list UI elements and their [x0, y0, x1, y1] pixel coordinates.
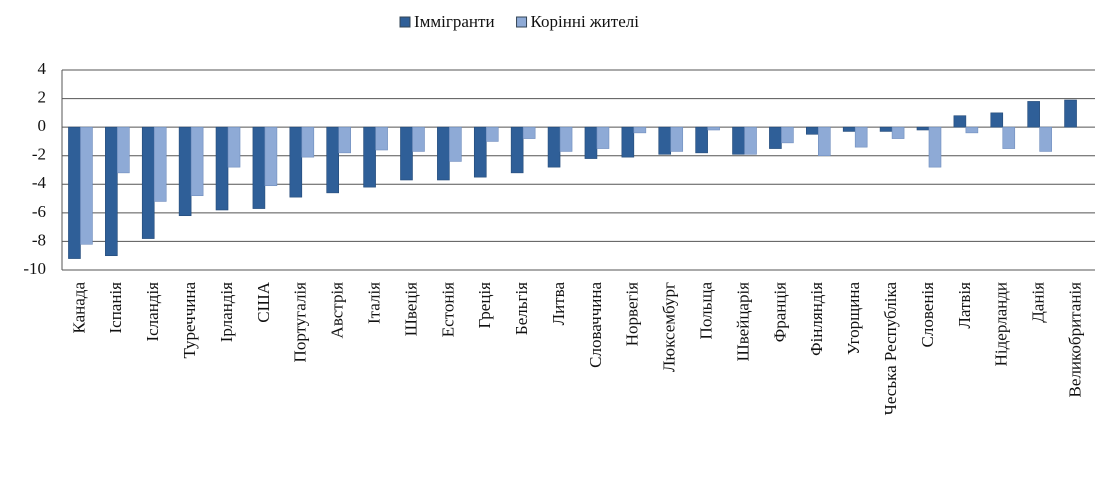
bar	[744, 126, 757, 155]
bar	[1027, 101, 1040, 128]
bar	[227, 126, 241, 168]
bar	[916, 126, 930, 131]
bar	[633, 126, 647, 134]
bar	[1002, 126, 1016, 149]
x-tick-label: Польща	[697, 282, 716, 340]
x-tick-label: Словенія	[918, 282, 937, 348]
x-tick-label: Литва	[549, 282, 568, 326]
bar	[449, 126, 462, 162]
x-tick-label: Фінляндія	[807, 282, 826, 356]
bar	[485, 126, 499, 142]
bar	[338, 126, 351, 154]
bar	[879, 126, 893, 132]
bar	[522, 126, 536, 139]
bar	[1039, 126, 1052, 152]
x-tick-label: Чеська Республіка	[881, 282, 900, 416]
y-tick-label: -6	[32, 202, 46, 221]
bar	[695, 126, 708, 154]
bar	[781, 126, 794, 144]
bar	[215, 126, 229, 211]
x-tick-label: Ісландія	[143, 282, 162, 342]
x-tick-label: Нідерланди	[992, 282, 1011, 366]
x-tick-label: Ірландія	[217, 282, 236, 342]
x-tick-label: Швеція	[401, 282, 420, 336]
bar	[1064, 99, 1077, 128]
bar	[105, 126, 118, 257]
x-tick-label: Греція	[475, 282, 494, 329]
legend-label: Іммігранти	[414, 12, 495, 31]
bar	[891, 126, 905, 139]
bar	[621, 126, 635, 158]
bar	[732, 126, 745, 155]
y-tick-label: -4	[32, 173, 47, 192]
x-tick-label: Іспанія	[106, 282, 125, 334]
x-tick-label: Словаччина	[586, 282, 605, 368]
bar	[301, 126, 315, 158]
bar	[953, 115, 967, 128]
bar	[818, 126, 831, 157]
x-tick-label: Люксембург	[660, 282, 679, 372]
bar	[854, 126, 868, 148]
legend-swatch	[516, 16, 528, 28]
bar	[965, 126, 979, 134]
x-tick-label: Бельгія	[512, 282, 531, 335]
bar	[400, 126, 413, 181]
bar	[117, 126, 130, 174]
bar	[363, 126, 376, 188]
x-tick-label: Швейцарія	[733, 282, 752, 362]
x-tick-label: Туреччина	[180, 282, 199, 359]
bar	[707, 126, 720, 131]
bar	[80, 126, 93, 245]
legend-label: Корінні жителі	[531, 12, 640, 31]
x-tick-label: Норвегія	[623, 282, 642, 346]
bar	[141, 126, 155, 239]
y-tick-label: -2	[32, 145, 46, 164]
bar	[68, 126, 81, 259]
x-tick-label: Естонія	[438, 282, 457, 337]
bar	[510, 126, 524, 174]
bar	[842, 126, 856, 132]
y-tick-label: 2	[38, 87, 47, 106]
x-tick-label: Латвія	[955, 282, 974, 329]
bar	[412, 126, 425, 152]
bar	[326, 126, 339, 194]
bar	[769, 126, 782, 149]
bar	[990, 112, 1004, 128]
bar	[596, 126, 610, 149]
x-tick-label: Угорщина	[844, 282, 863, 355]
bar	[658, 126, 672, 155]
bar	[806, 126, 819, 135]
bar	[289, 126, 303, 198]
x-tick-label: Канада	[69, 282, 88, 334]
y-tick-label: -8	[32, 230, 46, 249]
bar	[584, 126, 598, 159]
legend-swatch	[399, 16, 411, 28]
bar	[252, 126, 266, 209]
x-tick-label: Португалія	[291, 282, 310, 363]
bar	[375, 126, 388, 151]
bar	[928, 126, 942, 168]
x-tick-label: США	[254, 281, 273, 322]
bar	[264, 126, 278, 187]
bar	[547, 126, 561, 168]
bar	[437, 126, 450, 181]
x-tick-label: Данія	[1029, 282, 1048, 323]
y-tick-label: 0	[38, 116, 47, 135]
bar	[559, 126, 573, 152]
bar	[178, 126, 192, 217]
x-tick-label: Італія	[364, 282, 383, 324]
x-tick-label: Австрія	[328, 282, 347, 339]
bar	[670, 126, 684, 152]
bar	[473, 126, 487, 178]
y-tick-label: -10	[23, 259, 46, 278]
bar	[153, 126, 167, 202]
x-tick-label: Франція	[770, 282, 789, 342]
y-tick-label: 4	[38, 59, 47, 78]
x-tick-label: Великобританія	[1065, 282, 1084, 398]
bar	[190, 126, 204, 197]
